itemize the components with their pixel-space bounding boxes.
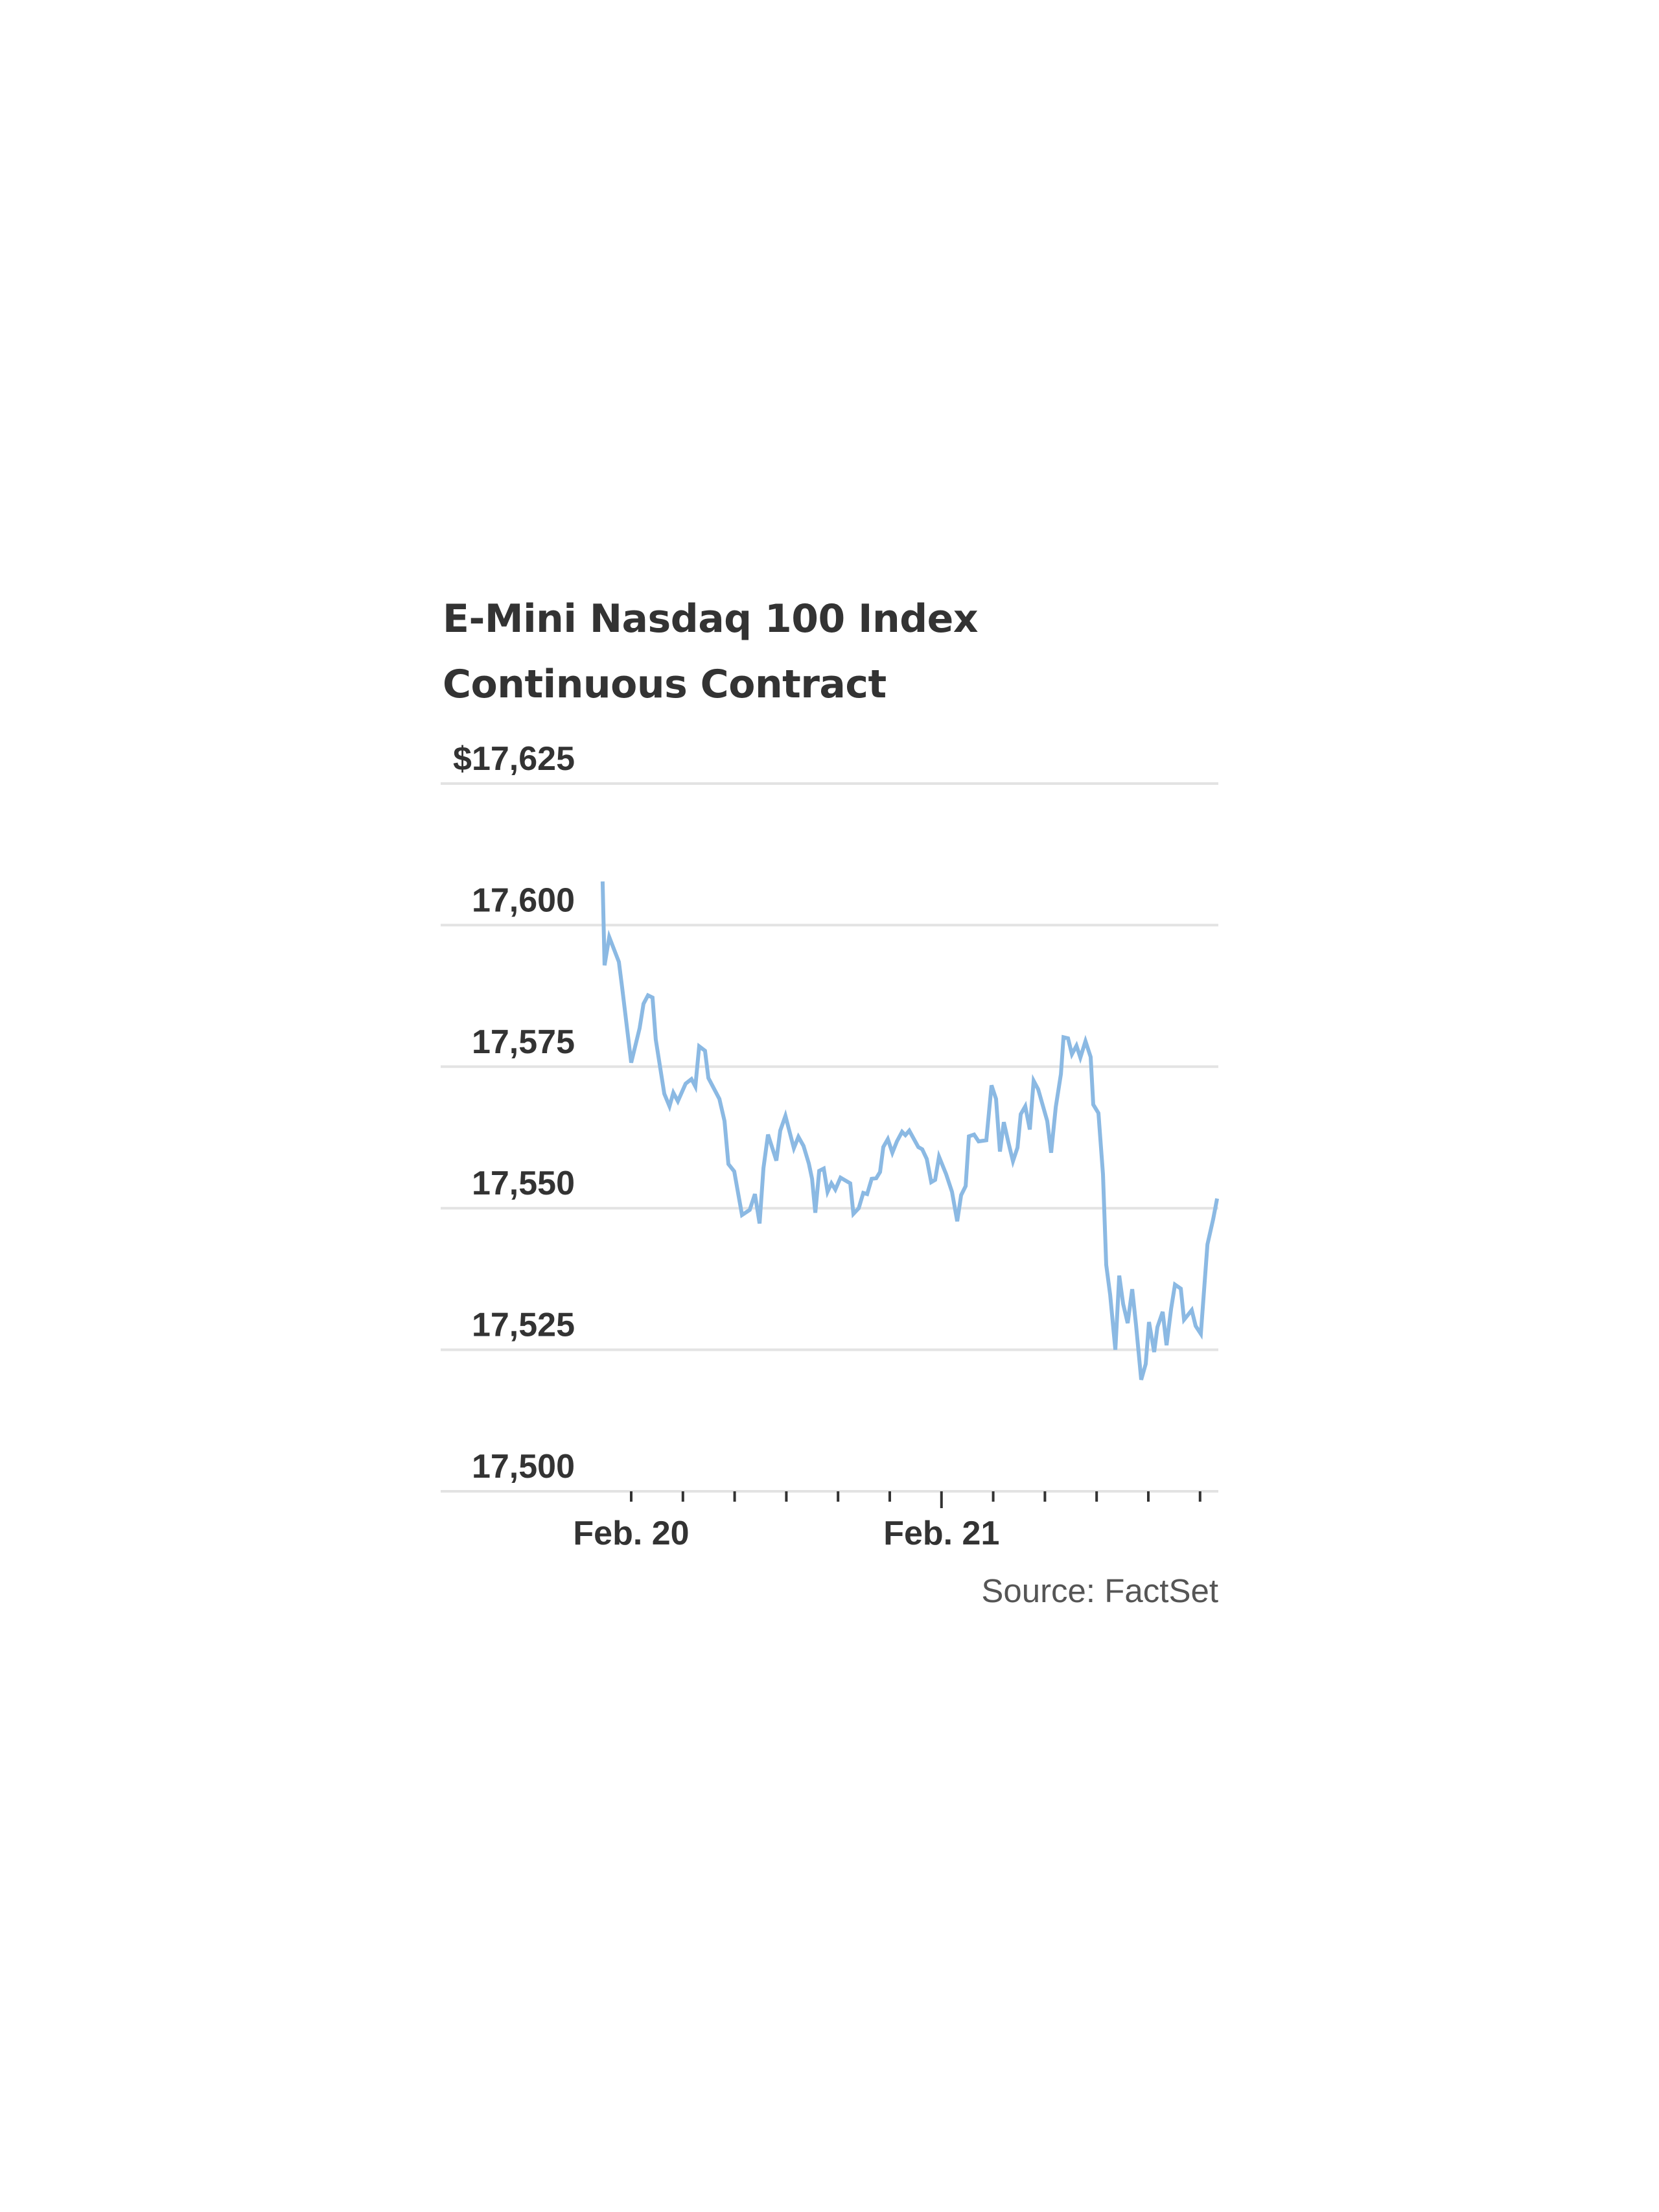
y-tick-label: $17,625	[453, 740, 575, 778]
data-series	[600, 881, 1220, 1380]
y-tick-label: 17,575	[472, 1023, 575, 1061]
y-tick-label: 17,500	[472, 1448, 575, 1485]
y-tick-label: 17,550	[472, 1165, 575, 1202]
price-line	[600, 881, 1220, 1380]
gridlines	[441, 782, 1218, 1493]
y-tick-label: 17,525	[472, 1307, 575, 1344]
y-axis-labels: $17,625 17,600 17,575 17,550 17,525 17,500	[453, 740, 575, 1485]
x-tick-label: Feb. 21	[883, 1515, 999, 1552]
y-tick-label: 17,600	[472, 881, 575, 919]
source-note: Source: FactSet	[981, 1572, 1218, 1609]
x-axis: Feb. 20 Feb. 21	[573, 1491, 1201, 1552]
x-tick-label: Feb. 20	[573, 1515, 689, 1552]
chart-title: E-Mini Nasdaq 100 Index Continuous Contr…	[443, 596, 979, 707]
